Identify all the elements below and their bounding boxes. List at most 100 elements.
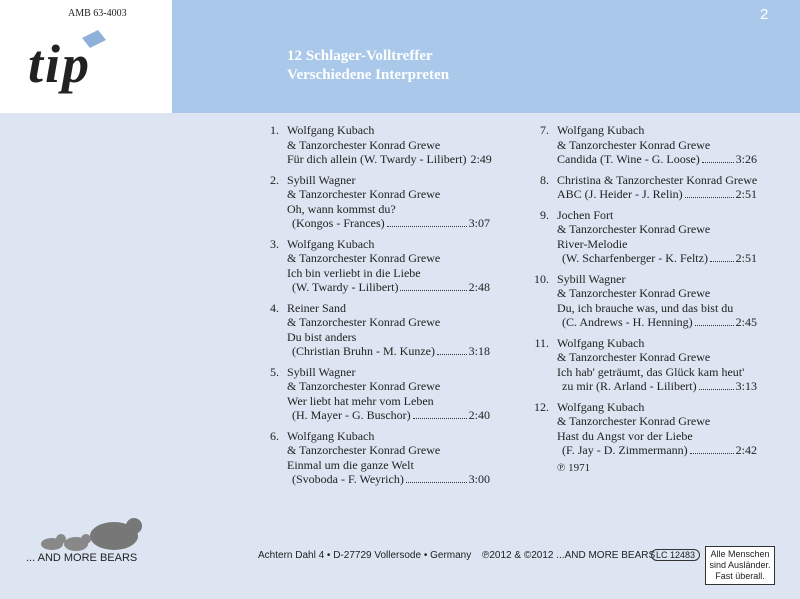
logo: tip (28, 34, 92, 94)
credits: (W. Scharfenberger - K. Feltz) (562, 251, 708, 265)
credits: (F. Jay - D. Zimmermann) (562, 443, 688, 457)
track-line: Wer liebt hat mehr vom Leben (287, 393, 434, 408)
track-credits: (Christian Bruhn - M. Kunze) 3:18 (287, 344, 490, 359)
duration: 3:18 (468, 344, 490, 358)
duration: 3:07 (468, 216, 490, 230)
leader (701, 152, 734, 163)
credits: Candida (T. Wine - G. Loose) (557, 152, 700, 166)
credits: (H. Mayer - G. Buschor) (292, 408, 411, 422)
slogan-line: Alle Menschen (710, 549, 770, 559)
catalog: AMB 63-4003 (68, 8, 127, 19)
credits: Für dich allein (W. Twardy - Lilibert) (287, 152, 467, 166)
track-credits: ABC (J. Heider - J. Relin) 2:51 (557, 187, 757, 202)
credits: (Svoboda - F. Weyrich) (292, 472, 404, 486)
track-number: 2. (270, 172, 279, 187)
credits: (Kongos - Frances) (292, 216, 385, 230)
track-credits: zu mir (R. Arland - Lilibert) 3:13 (557, 379, 757, 394)
track: 3. Wolfgang Kubach & Tanzorchester Konrad … (270, 236, 490, 295)
track: 8. Christina & Tanzorchester Konrad Grewe… (540, 172, 758, 202)
leader (689, 443, 734, 454)
track-line: Wolfgang Kubach (287, 123, 375, 137)
track-number: 4. (270, 300, 279, 315)
leader (694, 315, 734, 326)
track-line: & Tanzorchester Konrad Grewe (287, 315, 441, 329)
track: 5. Sybill Wagner & Tanzorchester Konrad Gr… (270, 364, 490, 423)
track-line: Christina & Tanzorchester Konrad Grewe (557, 172, 758, 187)
logo-diamond (82, 30, 106, 48)
track: 4. Reiner Sand & Tanzorchester Konrad Grew… (270, 300, 490, 359)
track-line: Sybill Wagner (557, 271, 626, 286)
track-line: & Tanzorchester Konrad Grewe (287, 379, 441, 393)
leader (709, 251, 734, 262)
leader (698, 379, 734, 390)
leader (386, 216, 467, 227)
track-line: River-Melodie (557, 236, 628, 251)
track-line: Jochen Fort (557, 207, 614, 222)
track-credits: (Svoboda - F. Weyrich) 3:00 (287, 472, 490, 487)
track-number: 10. (534, 271, 549, 286)
track: 12. Wolfgang Kubach & Tanzorchester Konrad… (534, 400, 757, 458)
phonogram: ℗ 1971 (557, 461, 591, 474)
track: 7. Wolfgang Kubach & Tanzorchester Konrad … (540, 123, 757, 167)
track-number: 11. (534, 335, 549, 350)
address: Achtern Dahl 4 • D-27729 Vollersode • Ge… (258, 550, 472, 561)
track-line: & Tanzorchester Konrad Grewe (287, 137, 441, 152)
track-number: 5. (270, 364, 279, 379)
leader (436, 344, 467, 355)
track-credits: (F. Jay - D. Zimmermann) 2:42 (557, 443, 757, 458)
track-line: & Tanzorchester Konrad Grewe (557, 222, 711, 236)
track: 9. Jochen Fort & Tanzorchester Konrad Grew… (540, 207, 757, 266)
duration: 3:13 (735, 379, 757, 393)
leader (405, 472, 467, 483)
bears (41, 518, 142, 551)
track-line: Du bist anders (287, 329, 357, 344)
leader (400, 280, 467, 291)
track-line: & Tanzorchester Konrad Grewe (287, 187, 441, 201)
credits: zu mir (R. Arland - Lilibert) (562, 379, 697, 393)
duration: 2:51 (735, 251, 757, 265)
duration: 2:48 (468, 280, 490, 294)
duration: 2:49 (470, 152, 492, 166)
header-band (172, 0, 800, 113)
track: 11. Wolfgang Kubach & Tanzorchester Konrad… (534, 335, 757, 394)
track-line: Reiner Sand (287, 300, 346, 315)
track-line: & Tanzorchester Konrad Grewe (557, 350, 711, 364)
page-number: 2 (760, 6, 769, 23)
track-credits: (W. Twardy - Lilibert) 2:48 (287, 280, 490, 295)
track-line: Du, ich brauche was, und das bist du (557, 300, 734, 315)
track-line: Wolfgang Kubach (557, 335, 645, 350)
duration: 2:45 (735, 315, 757, 329)
copyright: ℗2012 & ©2012 ...AND MORE BEARS (482, 550, 656, 561)
track-number: 8. (540, 172, 549, 187)
duration: 3:00 (468, 472, 490, 486)
track-line: Ich bin verliebt in die Liebe (287, 265, 421, 280)
track: 10. Sybill Wagner & Tanzorchester Konrad G… (534, 271, 757, 330)
track-line: Sybill Wagner (287, 364, 356, 379)
logo-box: AMB 63-4003 tip (0, 0, 172, 113)
track-line: Hast du Angst vor der Liebe (557, 428, 693, 443)
track: 2. Sybill Wagner & Tanzorchester Konrad Gr… (270, 173, 490, 231)
leader (412, 408, 467, 419)
track-line: Wolfgang Kubach (557, 123, 645, 137)
label: ... AND MORE BEARS (26, 552, 138, 564)
slogan-line: Fast überall. (715, 571, 765, 581)
slogan-box: Alle Menschen sind Ausländer. Fast überall… (705, 546, 775, 585)
track-number: 12. (534, 399, 549, 414)
track-credits: (C. Andrews - H. Henning) 2:45 (557, 315, 757, 330)
track-column: 7. Wolfgang Kubach & Tanzorchester Konrad … (534, 123, 758, 474)
track-line: Wolfgang Kubach (287, 236, 375, 251)
track-line: & Tanzorchester Konrad Grewe (557, 137, 711, 152)
leader (684, 187, 734, 198)
track-line: Einmal um die ganze Welt (287, 457, 414, 472)
duration: 2:40 (468, 408, 490, 422)
subtitle: Verschiedene Interpreten (287, 67, 450, 83)
duration: 3:26 (735, 152, 757, 166)
track-line: & Tanzorchester Konrad Grewe (557, 414, 711, 428)
track-line: & Tanzorchester Konrad Grewe (287, 443, 441, 457)
track-credits: (Kongos - Frances) 3:07 (287, 216, 490, 231)
track-line: Wolfgang Kubach (287, 428, 375, 443)
title: 12 Schlager-Volltreffer (287, 48, 433, 64)
duration: 2:42 (735, 443, 757, 457)
track-line: & Tanzorchester Konrad Grewe (287, 251, 441, 265)
